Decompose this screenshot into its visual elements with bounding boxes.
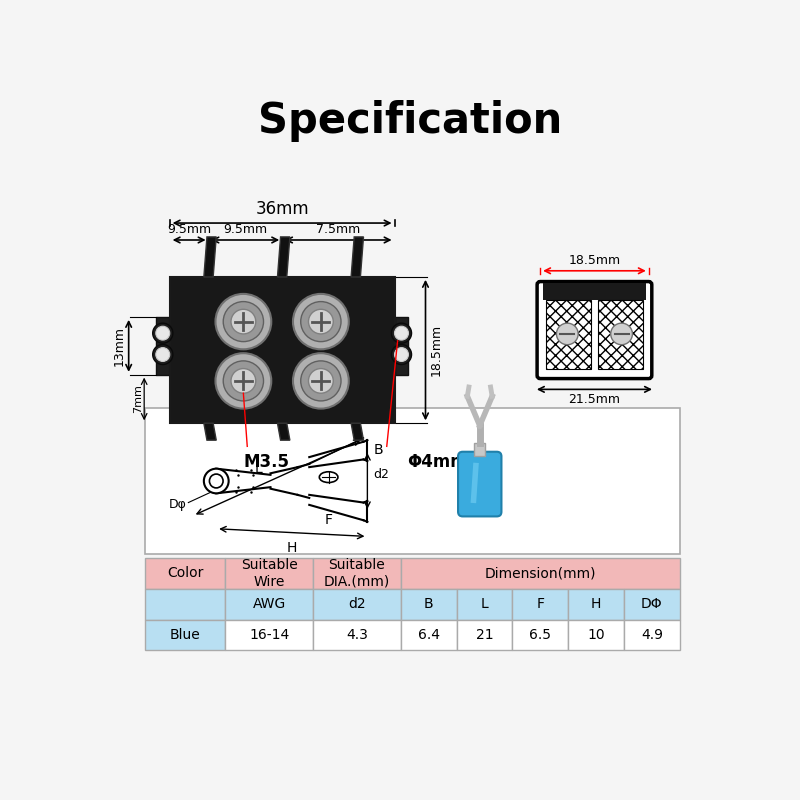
Circle shape <box>231 369 256 394</box>
Text: d2: d2 <box>374 468 390 482</box>
Text: d2: d2 <box>348 597 366 611</box>
Text: 6.4: 6.4 <box>418 628 440 642</box>
Text: Dφ: Dφ <box>169 498 187 510</box>
Ellipse shape <box>319 472 338 482</box>
Text: 9.5mm: 9.5mm <box>167 223 211 236</box>
Circle shape <box>301 361 341 401</box>
Text: Blue: Blue <box>170 628 201 642</box>
Circle shape <box>153 323 173 343</box>
Bar <box>598 300 642 370</box>
Text: 18.5mm: 18.5mm <box>568 254 621 267</box>
Polygon shape <box>204 423 216 440</box>
Ellipse shape <box>204 469 229 494</box>
Circle shape <box>309 310 334 334</box>
Bar <box>394 317 409 374</box>
Bar <box>156 317 170 374</box>
FancyBboxPatch shape <box>458 452 502 517</box>
Text: M3.5: M3.5 <box>244 453 290 470</box>
Text: Specification: Specification <box>258 100 562 142</box>
Circle shape <box>156 347 170 362</box>
Text: L: L <box>481 597 488 611</box>
Bar <box>145 558 225 589</box>
Bar <box>170 277 394 423</box>
Polygon shape <box>351 423 363 440</box>
Bar <box>457 619 512 650</box>
Bar <box>145 408 680 554</box>
Bar <box>225 589 313 619</box>
Polygon shape <box>278 237 290 277</box>
Circle shape <box>156 326 170 340</box>
Bar <box>543 283 646 300</box>
Text: 13mm: 13mm <box>113 326 126 366</box>
Text: 21: 21 <box>476 628 494 642</box>
Circle shape <box>153 345 173 365</box>
Text: 4.9: 4.9 <box>641 628 663 642</box>
Circle shape <box>391 345 411 365</box>
Circle shape <box>223 361 263 401</box>
Circle shape <box>610 323 633 345</box>
Ellipse shape <box>210 474 223 488</box>
Bar <box>145 619 225 650</box>
Polygon shape <box>278 423 290 440</box>
Text: 10: 10 <box>587 628 605 642</box>
Bar <box>624 619 680 650</box>
Text: 9.5mm: 9.5mm <box>223 223 267 236</box>
Bar <box>313 558 401 589</box>
Bar <box>401 558 680 589</box>
Text: AWG: AWG <box>253 597 286 611</box>
Bar <box>457 589 512 619</box>
Text: 7mm: 7mm <box>133 385 142 414</box>
Text: Dimension(mm): Dimension(mm) <box>485 566 596 581</box>
Text: B: B <box>424 597 434 611</box>
Circle shape <box>293 353 349 409</box>
Bar <box>401 589 457 619</box>
Text: F: F <box>536 597 544 611</box>
Circle shape <box>394 347 409 362</box>
Text: Suitable
DIA.(mm): Suitable DIA.(mm) <box>324 558 390 589</box>
Bar <box>225 619 313 650</box>
Bar <box>512 619 568 650</box>
Bar <box>546 300 591 370</box>
Polygon shape <box>351 237 363 277</box>
Text: 7.5mm: 7.5mm <box>316 223 361 236</box>
Circle shape <box>301 302 341 342</box>
Text: 36mm: 36mm <box>255 201 309 218</box>
Circle shape <box>394 326 409 340</box>
Text: H: H <box>591 597 602 611</box>
Bar <box>568 589 624 619</box>
Circle shape <box>309 369 334 394</box>
Circle shape <box>391 323 411 343</box>
Bar <box>512 589 568 619</box>
Circle shape <box>557 323 578 345</box>
Text: Color: Color <box>167 566 203 581</box>
Circle shape <box>223 302 263 342</box>
Circle shape <box>231 310 256 334</box>
Text: B: B <box>374 443 383 457</box>
Circle shape <box>215 294 271 350</box>
Text: 16-14: 16-14 <box>249 628 290 642</box>
Text: L: L <box>255 462 262 477</box>
Bar <box>145 589 225 619</box>
Text: H: H <box>286 541 297 555</box>
FancyBboxPatch shape <box>537 282 652 378</box>
Text: Φ4mm: Φ4mm <box>407 453 467 470</box>
Bar <box>474 442 485 456</box>
Polygon shape <box>204 237 216 277</box>
Text: Suitable
Wire: Suitable Wire <box>241 558 298 589</box>
Bar <box>225 558 313 589</box>
Circle shape <box>215 353 271 409</box>
Bar <box>313 589 401 619</box>
Bar <box>624 589 680 619</box>
Bar <box>568 619 624 650</box>
Text: 18.5mm: 18.5mm <box>430 324 442 376</box>
Text: DΦ: DΦ <box>641 597 662 611</box>
Text: F: F <box>325 514 333 527</box>
Text: 4.3: 4.3 <box>346 628 368 642</box>
Text: 21.5mm: 21.5mm <box>569 394 621 406</box>
Circle shape <box>293 294 349 350</box>
Bar <box>401 619 457 650</box>
Text: 6.5: 6.5 <box>530 628 551 642</box>
Bar <box>313 619 401 650</box>
